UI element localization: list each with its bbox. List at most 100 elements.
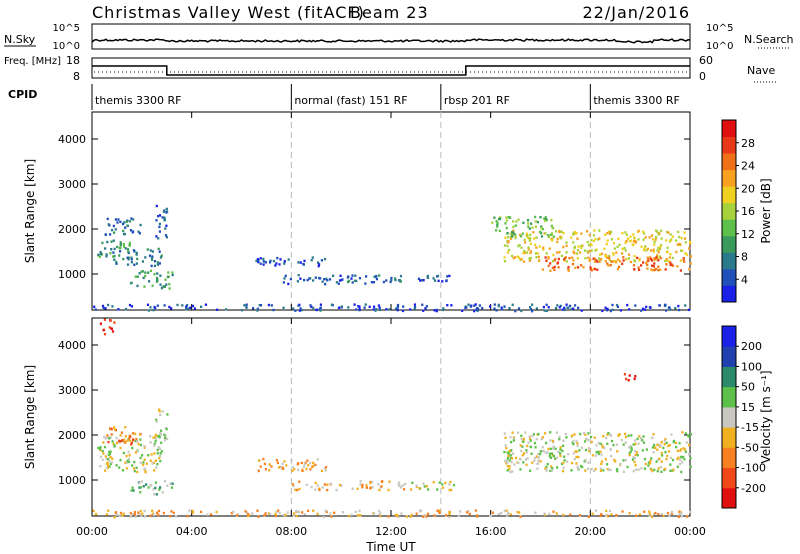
data-cell — [556, 251, 559, 254]
data-cell — [577, 245, 580, 248]
data-cell — [557, 450, 560, 453]
data-cell — [674, 306, 677, 310]
data-cell — [541, 436, 544, 439]
data-cell — [664, 437, 667, 441]
data-cell — [666, 246, 669, 249]
data-cell — [149, 514, 152, 518]
data-cell — [576, 257, 579, 260]
data-cell — [138, 232, 141, 235]
data-cell — [540, 227, 543, 230]
data-cell — [294, 309, 297, 312]
data-cell — [356, 487, 359, 490]
data-cell — [409, 515, 412, 518]
data-cell — [141, 260, 144, 263]
data-cell — [660, 513, 663, 516]
data-cell — [558, 306, 561, 309]
colorbar-swatch — [722, 447, 736, 468]
data-cell — [278, 263, 281, 266]
data-cell — [573, 245, 576, 249]
data-cell — [158, 456, 161, 460]
data-cell — [558, 438, 561, 441]
data-cell — [511, 431, 514, 434]
data-cell — [414, 305, 417, 309]
data-cell — [520, 246, 523, 249]
data-cell — [537, 255, 540, 259]
data-cell — [636, 256, 639, 260]
data-cell — [124, 307, 128, 311]
data-cell — [630, 446, 633, 450]
data-cell — [110, 248, 113, 251]
data-cell — [122, 257, 125, 261]
data-cell — [161, 286, 164, 289]
data-cell — [109, 427, 112, 431]
data-cell — [640, 467, 643, 470]
data-cell — [588, 233, 591, 237]
data-cell — [137, 230, 140, 233]
data-cell — [508, 450, 511, 453]
data-cell — [628, 253, 631, 256]
data-cell — [152, 436, 155, 439]
data-cell — [115, 464, 118, 467]
data-cell — [682, 258, 685, 261]
data-cell — [640, 437, 643, 440]
data-cell — [364, 282, 367, 285]
data-cell — [575, 252, 579, 255]
data-cell — [358, 509, 361, 513]
data-cell — [359, 480, 362, 483]
data-cell — [528, 257, 531, 260]
data-cell — [245, 303, 248, 306]
x-tick-label: 20:00 — [574, 525, 606, 538]
data-cell — [372, 308, 375, 311]
data-cell — [656, 448, 659, 451]
data-cell — [124, 226, 127, 229]
data-cell — [420, 509, 423, 512]
data-cell — [529, 242, 533, 245]
data-cell — [551, 266, 554, 270]
data-cell — [517, 431, 520, 434]
data-cell — [681, 431, 684, 434]
data-cell — [669, 261, 672, 264]
data-cell — [323, 257, 327, 261]
data-cell — [103, 318, 106, 321]
data-cell — [510, 460, 513, 464]
data-cell — [654, 238, 657, 241]
data-cell — [300, 308, 304, 312]
data-cell — [283, 460, 286, 463]
data-cell — [159, 256, 163, 259]
data-cell — [157, 446, 160, 449]
data-cell — [419, 279, 422, 282]
data-cell — [477, 307, 480, 310]
data-cell — [684, 252, 687, 255]
data-cell — [387, 515, 390, 518]
data-cell — [606, 256, 609, 259]
data-cell — [425, 515, 428, 518]
data-cell — [232, 510, 235, 513]
data-cell — [501, 308, 504, 311]
data-cell — [626, 303, 629, 307]
data-cell — [105, 462, 108, 465]
data-cell — [505, 509, 508, 512]
data-cell — [132, 489, 135, 492]
data-cell — [509, 232, 512, 235]
data-cell — [615, 443, 619, 446]
data-cell — [276, 256, 279, 260]
data-cell — [544, 467, 547, 470]
data-cell — [512, 229, 515, 232]
data-cell — [317, 261, 320, 264]
data-cell — [138, 433, 142, 436]
data-cell — [572, 241, 575, 244]
data-cell — [418, 487, 421, 490]
data-cell — [166, 275, 169, 279]
data-cell — [335, 281, 338, 284]
data-cell — [560, 230, 563, 233]
data-cell — [168, 282, 171, 286]
data-cell — [514, 234, 517, 237]
data-cell — [547, 255, 550, 259]
figure-title: Christmas Valley West (fitACF) — [92, 3, 365, 22]
data-cell — [325, 466, 328, 469]
data-cell — [541, 446, 544, 449]
data-cell — [104, 307, 107, 310]
data-cell — [660, 243, 663, 247]
data-cell — [457, 514, 460, 517]
data-cell — [102, 441, 105, 444]
